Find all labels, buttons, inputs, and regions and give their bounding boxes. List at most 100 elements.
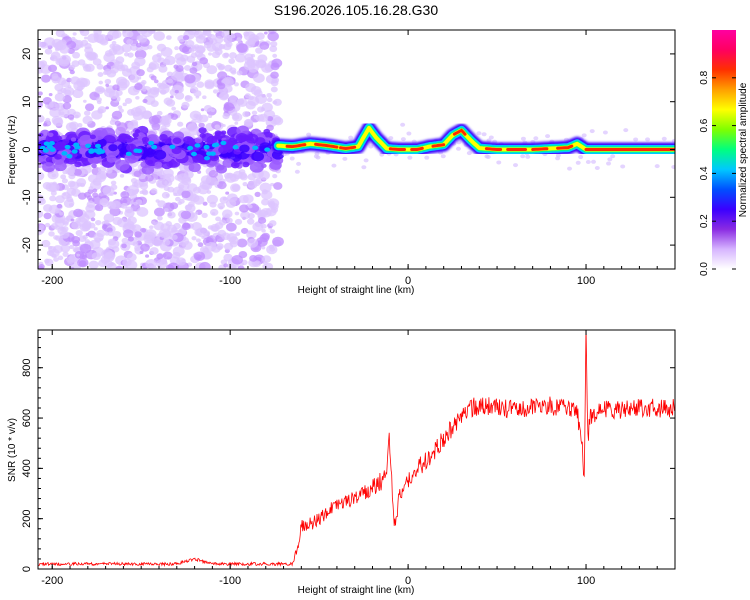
noise-blob (268, 220, 277, 227)
noise-blob (261, 228, 266, 233)
noise-blob (199, 114, 209, 123)
ridge-halo-blob (589, 129, 595, 134)
noise-blob (50, 223, 58, 229)
noise-blob (76, 253, 81, 257)
noise-blob (76, 77, 88, 88)
noise-band-blob (214, 130, 222, 136)
noise-blob (206, 194, 218, 205)
spectrogram-xtick-label: -200 (41, 275, 63, 287)
noise-blob (57, 255, 64, 261)
noise-band-peak (99, 149, 106, 154)
noise-blob (53, 235, 59, 240)
noise-blob (208, 170, 218, 178)
noise-blob (145, 235, 151, 240)
noise-blob (137, 30, 148, 35)
ridge-halo-blob (620, 164, 626, 169)
snr-frame (37, 329, 676, 570)
noise-blob (158, 228, 171, 239)
noise-blob (57, 77, 67, 86)
noise-blob (171, 106, 177, 111)
noise-blob (267, 31, 279, 42)
noise-blob (44, 222, 51, 228)
ridge-halo-blob (313, 154, 319, 159)
noise-blob (56, 203, 63, 209)
noise-blob (106, 168, 113, 174)
spectrogram-xlabel: Height of straight line (km) (298, 285, 415, 296)
noise-band-blob (236, 125, 250, 136)
noise-blob (103, 219, 110, 225)
noise-blob (82, 115, 93, 125)
noise-blob (234, 211, 240, 216)
snr-series-line (38, 330, 675, 568)
noise-blob (246, 218, 255, 225)
noise-blob (136, 35, 144, 41)
noise-blob (59, 230, 70, 239)
noise-band-blob (183, 136, 194, 145)
ridge-halo-blob (481, 132, 487, 137)
noise-blob (153, 87, 160, 93)
noise-blob (254, 191, 261, 197)
noise-blob (252, 260, 262, 268)
ridge-halo-blob (591, 159, 597, 164)
noise-blob (125, 206, 134, 214)
noise-blob (261, 189, 268, 195)
colorbar-tick-label: 0.2 (699, 214, 710, 228)
noise-blob (96, 63, 104, 70)
noise-band-blob (92, 138, 98, 143)
noise-blob (69, 244, 74, 250)
noise-blob (207, 33, 216, 41)
spectrogram-ytick-label: 20 (21, 48, 33, 60)
snr-plot-area (38, 330, 675, 569)
noise-blob (210, 223, 220, 232)
noise-band-blob (153, 149, 167, 160)
ridge-halo-blob (488, 135, 494, 140)
noise-blob (72, 32, 77, 36)
noise-blob (211, 212, 216, 216)
noise-blob (72, 51, 81, 59)
noise-blob (51, 173, 57, 178)
ridge-halo-blob (400, 137, 406, 142)
snr-xtick-label: -200 (41, 575, 63, 587)
noise-blob (148, 61, 160, 70)
ridge-hot-segment (452, 128, 467, 136)
spectrogram-ytick-label: -20 (21, 237, 33, 253)
noise-band-peak (125, 151, 132, 156)
noise-band-blob (269, 160, 282, 170)
noise-blob (255, 32, 265, 40)
noise-blob (261, 102, 273, 112)
noise-blob (189, 67, 198, 74)
ridge-hot-segment (431, 143, 446, 148)
ridge-hot-segment (314, 142, 339, 149)
noise-blob (117, 218, 129, 228)
ridge-hot-segment (388, 147, 406, 151)
noise-blob (273, 98, 282, 106)
noise-blob (236, 238, 248, 248)
ridge-hot-segment (484, 147, 503, 151)
snr-ylabel: SNR (10 * v/v) (7, 418, 18, 482)
noise-blob (184, 74, 196, 84)
noise-blob (125, 260, 138, 269)
noise-blob (170, 113, 179, 120)
colorbar-gradient (712, 30, 736, 269)
noise-blob (271, 76, 280, 84)
noise-band-blob (154, 161, 163, 168)
noise-blob (68, 202, 74, 207)
noise-blob (61, 178, 69, 184)
noise-blob (270, 62, 280, 71)
noise-blob (72, 88, 84, 99)
noise-blob (176, 257, 187, 266)
noise-blob (69, 121, 79, 130)
noise-blob (236, 98, 244, 105)
noise-blob (266, 92, 272, 98)
noise-blob (83, 110, 91, 116)
noise-blob (62, 102, 72, 110)
noise-blob (257, 54, 268, 63)
noise-blob (244, 119, 253, 126)
noise-blob (147, 44, 153, 50)
noise-blob (95, 97, 102, 103)
noise-blob (93, 232, 104, 242)
noise-band-peak (204, 155, 211, 161)
noise-blob (227, 264, 237, 269)
spectrogram-xtick-label: 0 (405, 275, 411, 287)
noise-band-blob (55, 159, 63, 165)
